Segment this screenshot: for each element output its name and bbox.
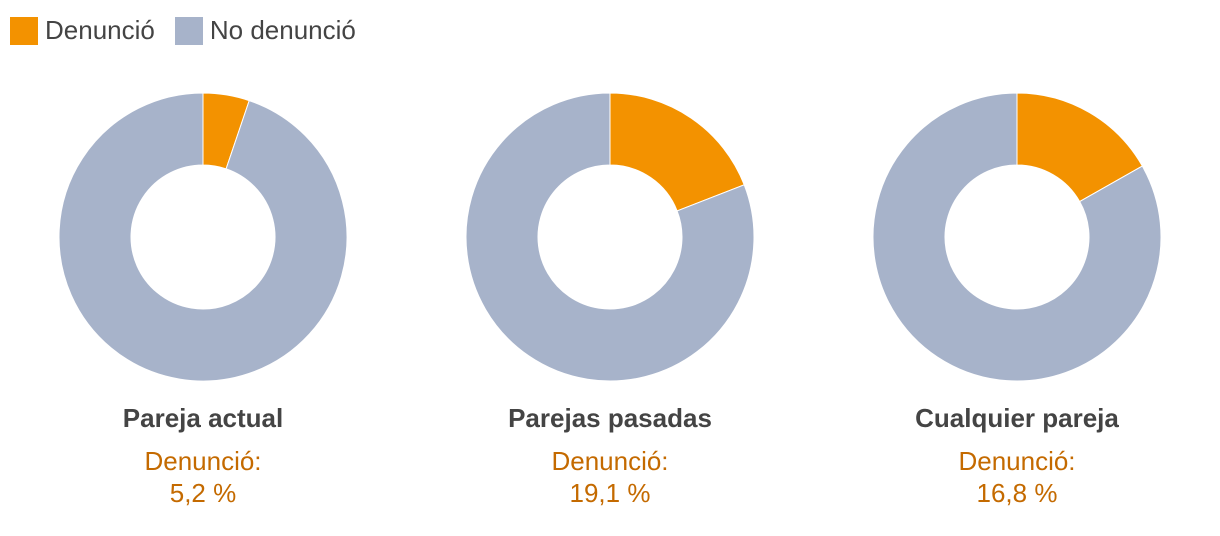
donut-svg [465,92,755,382]
donut-slice-denuncio [609,92,745,212]
donut-slice-no-denuncio [58,92,348,382]
donut-slice-no-denuncio [465,92,755,382]
legend-label-no-denuncio: No denunció [209,15,356,45]
chart-value-label: Denunció: 19,1 % [460,445,760,509]
legend-item-no-denuncio: No denunció [174,15,356,46]
legend-label-denuncio: Denunció [45,15,155,45]
chart-value-label: Denunció: 5,2 % [53,445,353,509]
chart-value-label: Denunció: 16,8 % [867,445,1167,509]
chart-title: Parejas pasadas [508,403,712,433]
donut-chart-parejas-pasadas: Parejas pasadas Denunció: 19,1 % [460,90,760,510]
legend-item-denuncio: Denunció [10,15,155,46]
donut-slice-denuncio [1016,92,1143,203]
legend: Denunció No denunció [10,15,356,46]
chart-title: Pareja actual [122,403,284,433]
donut-chart-pareja-actual: Pareja actual Denunció: 5,2 % [53,90,353,510]
chart-value-text: 16,8 % [976,478,1058,508]
chart-value-prefix: Denunció: [551,446,669,476]
chart-value-text: 19,1 % [569,478,651,508]
chart-value-prefix: Denunció: [958,446,1076,476]
donut-svg [58,92,348,382]
legend-swatch-no-denuncio [174,16,203,45]
chart-value-prefix: Denunció: [144,446,262,476]
chart-value-text: 5,2 % [169,478,237,508]
legend-swatch-denuncio [10,16,38,45]
donut-chart-cualquier-pareja: Cualquier pareja Denunció: 16,8 % [867,90,1167,510]
donut-slice-no-denuncio [872,92,1162,382]
donut-svg [872,92,1162,382]
chart-title: Cualquier pareja [915,403,1119,433]
